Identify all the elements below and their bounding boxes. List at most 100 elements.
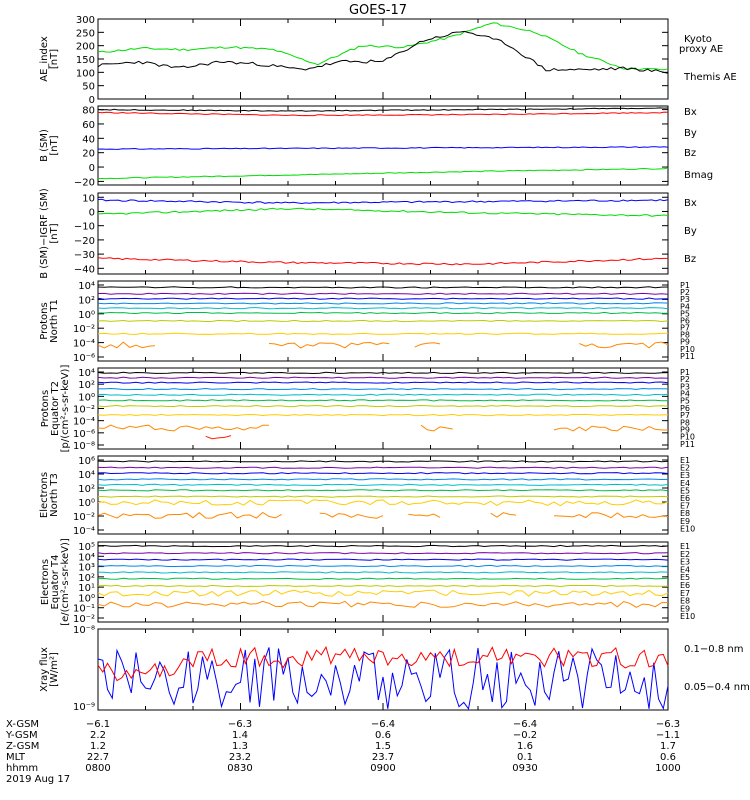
legend-xray-long: 0.1−0.8 nm — [684, 644, 743, 655]
legend-e7: E7 — [680, 502, 690, 511]
legend-e5: E5 — [680, 486, 690, 495]
y-tick-label: 10⁻² — [73, 405, 95, 416]
y-tick-label: 10² — [78, 380, 95, 391]
channel-line-P5 — [97, 393, 669, 396]
y-tick-label: 10⁵ — [78, 542, 95, 553]
y-tick-label: 10 — [82, 193, 95, 204]
eph-value: −6.1 — [86, 719, 110, 730]
eph-value: −6.3 — [228, 719, 252, 730]
eph-value: −0.2 — [513, 730, 537, 741]
y-tick-label: 10⁻⁹ — [73, 702, 95, 713]
eph-label-zgsm: Z-GSM — [6, 741, 39, 752]
bigrf-line-by — [98, 207, 669, 217]
legend-p8: P8 — [680, 331, 690, 340]
channel-line-P9 — [97, 424, 668, 432]
channel-line-P3 — [97, 381, 669, 384]
eph-label-hhmm: hhmm — [6, 763, 38, 774]
y-tick-label: 60 — [82, 120, 95, 131]
y-tick-label: 10⁰ — [78, 593, 95, 604]
legend-kyoto: Kyoto — [684, 34, 712, 45]
y-tick-label: 10⁻⁶ — [73, 353, 95, 364]
y-tick-label: −40 — [74, 264, 95, 275]
channel-line-E6 — [97, 489, 669, 492]
legend-e8: E8 — [680, 597, 690, 606]
legend-bz: Bz — [684, 148, 696, 159]
eph-value: 0.6 — [375, 730, 391, 741]
legend-e5: E5 — [680, 573, 690, 582]
eph-value: 22.7 — [87, 752, 109, 763]
y-tick-label: 50 — [82, 82, 95, 93]
y-tick-label: 100 — [76, 68, 95, 79]
y-tick-label: −20 — [74, 177, 95, 188]
legend-p10: P10 — [680, 345, 695, 354]
y-axis-label: Equator T4 — [50, 555, 61, 610]
y-tick-label: 10⁰ — [78, 310, 95, 321]
y-tick-label: 10² — [78, 295, 95, 306]
legend-igrf-by: By — [684, 226, 697, 237]
eph-value: 0.6 — [660, 752, 676, 763]
y-axis-label: [nT] — [49, 49, 60, 69]
y-tick-label: 10⁴ — [78, 552, 95, 563]
eph-value: 2.2 — [90, 730, 106, 741]
eph-value: −1.1 — [656, 730, 680, 741]
y-tick-label: 40 — [82, 134, 95, 145]
channel-line-P8 — [97, 332, 669, 335]
panel-frame — [97, 192, 669, 275]
channel-line-E7 — [97, 495, 669, 498]
y-axis-label: Protons — [40, 390, 51, 427]
legend-by: By — [684, 128, 697, 139]
channel-line-P7 — [97, 319, 669, 323]
eph-value: 23.7 — [372, 752, 394, 763]
y-axis-label: Xray flux — [39, 647, 50, 692]
eph-value: 0900 — [370, 763, 395, 774]
y-tick-label: 10⁴ — [78, 281, 95, 292]
channel-line-E4 — [97, 564, 669, 568]
eph-label-xgsm: X-GSM — [6, 719, 39, 730]
eph-value: 1.6 — [517, 741, 533, 752]
legend-xray-short: 0.05−0.4 nm — [684, 682, 750, 693]
legend-e6: E6 — [680, 581, 690, 590]
channel-line-P2 — [97, 376, 669, 379]
y-tick-label: −30 — [74, 250, 95, 261]
y-tick-label: −10 — [74, 222, 95, 233]
panel-frame — [97, 18, 669, 100]
y-tick-label: 10⁶ — [78, 456, 95, 467]
eph-value: −6.3 — [656, 719, 680, 730]
y-axis-label: North T3 — [49, 473, 60, 517]
eph-value: 0.1 — [517, 752, 533, 763]
panel-frame — [97, 541, 669, 623]
eph-value: 1.2 — [90, 741, 106, 752]
channel-line-E9 — [97, 511, 669, 519]
y-tick-label: 10⁰ — [78, 392, 95, 403]
bigrf-line-bx — [97, 198, 669, 205]
legend-e10: E10 — [680, 524, 695, 533]
channel-line-P10 — [206, 436, 668, 440]
y-axis-label: B (SM)−IGRF (SM) — [39, 188, 50, 279]
channel-line-P5 — [97, 307, 669, 310]
legend-e6: E6 — [680, 494, 690, 503]
legend-e7: E7 — [680, 589, 690, 598]
legend-p8: P8 — [680, 418, 690, 427]
channel-line-E8 — [97, 589, 669, 597]
bsm-line-by — [98, 167, 669, 180]
eph-value: 1.4 — [232, 730, 248, 741]
channel-line-E8 — [97, 499, 669, 507]
eph-value: 0830 — [227, 763, 252, 774]
y-axis-label: AE_index — [39, 36, 50, 82]
y-tick-label: 10⁰ — [78, 498, 95, 509]
legend-e1: E1 — [680, 456, 690, 465]
channel-line-E2 — [97, 552, 669, 555]
ae-kyoto-line — [97, 22, 669, 71]
legend-e1: E1 — [680, 542, 690, 551]
y-axis-label: Protons — [39, 302, 50, 339]
channel-line-E6 — [97, 577, 669, 580]
channel-line-P8 — [97, 413, 669, 417]
eph-value: 0800 — [85, 763, 110, 774]
y-tick-label: 250 — [76, 28, 95, 39]
legend-igrf-bx: Bx — [684, 198, 697, 209]
y-axis-label: Electrons — [40, 559, 51, 605]
eph-value: 23.2 — [229, 752, 251, 763]
eph-value: 1000 — [655, 763, 680, 774]
bsm-line-bmag — [97, 107, 669, 112]
